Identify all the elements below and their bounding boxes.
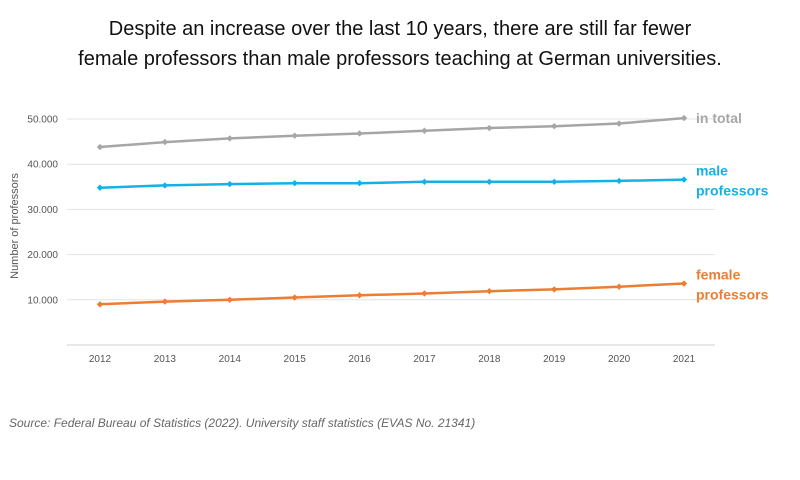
data-point bbox=[680, 176, 688, 183]
series-line bbox=[98, 282, 686, 306]
y-tick-label: 20.000 bbox=[27, 250, 58, 261]
x-tick-label: 2012 bbox=[89, 354, 112, 365]
data-point bbox=[291, 294, 298, 301]
line-chart: 10.000 20.000 30.000 40.000 50.000 2012 2013 20… bbox=[9, 110, 769, 365]
series-line bbox=[98, 178, 686, 189]
data-point bbox=[486, 288, 493, 295]
data-point bbox=[161, 298, 169, 305]
data-point bbox=[161, 182, 169, 189]
data-point bbox=[356, 130, 363, 137]
x-tick-label: 2018 bbox=[478, 354, 501, 365]
data-point bbox=[551, 178, 558, 186]
series-label: in total bbox=[696, 110, 742, 126]
data-point bbox=[226, 296, 233, 303]
data-point bbox=[680, 280, 688, 287]
x-tick-label: 2016 bbox=[348, 354, 371, 365]
y-tick-label: 10.000 bbox=[27, 295, 58, 306]
data-point bbox=[291, 179, 298, 187]
x-tick-label: 2014 bbox=[219, 354, 242, 365]
data-point bbox=[96, 143, 104, 151]
chart-title-line-2: female professors than male professors t… bbox=[78, 48, 722, 70]
x-tick-label: 2020 bbox=[608, 354, 631, 365]
data-point bbox=[356, 179, 363, 187]
data-point bbox=[226, 180, 233, 188]
x-tick-label: 2019 bbox=[543, 354, 566, 365]
y-tick-label: 50.000 bbox=[27, 115, 58, 126]
chart-title: Despite an increase over the last 10 yea… bbox=[0, 14, 800, 74]
data-point bbox=[486, 124, 493, 132]
data-point bbox=[615, 120, 623, 127]
data-point bbox=[421, 290, 428, 297]
data-point bbox=[226, 135, 233, 142]
y-axis-label: Number of professors bbox=[9, 173, 21, 279]
chart-title-line-1: Despite an increase over the last 10 yea… bbox=[108, 18, 692, 40]
data-point bbox=[421, 127, 428, 134]
source-note: Source: Federal Bureau of Statistics (20… bbox=[9, 416, 476, 430]
y-tick-label: 40.000 bbox=[27, 160, 58, 171]
x-tick-label: 2021 bbox=[673, 354, 696, 365]
series-label: female bbox=[696, 267, 741, 283]
data-point bbox=[291, 132, 298, 139]
data-point bbox=[615, 283, 623, 290]
y-tick-label: 30.000 bbox=[27, 205, 58, 216]
series-label: professors bbox=[696, 183, 769, 199]
data-point bbox=[96, 301, 104, 308]
x-tick-label: 2017 bbox=[413, 354, 436, 365]
data-point bbox=[96, 184, 104, 191]
series-label: professors bbox=[696, 287, 769, 303]
x-tick-label: 2013 bbox=[154, 354, 177, 365]
data-point bbox=[486, 178, 493, 186]
data-point bbox=[680, 114, 688, 122]
data-point bbox=[421, 178, 428, 186]
data-point bbox=[161, 138, 169, 146]
series-label: male bbox=[696, 163, 728, 179]
series-line bbox=[98, 116, 686, 149]
data-point bbox=[551, 123, 558, 130]
data-point bbox=[356, 292, 363, 299]
x-tick-label: 2015 bbox=[284, 354, 307, 365]
data-point bbox=[551, 286, 558, 293]
data-point bbox=[615, 177, 623, 185]
